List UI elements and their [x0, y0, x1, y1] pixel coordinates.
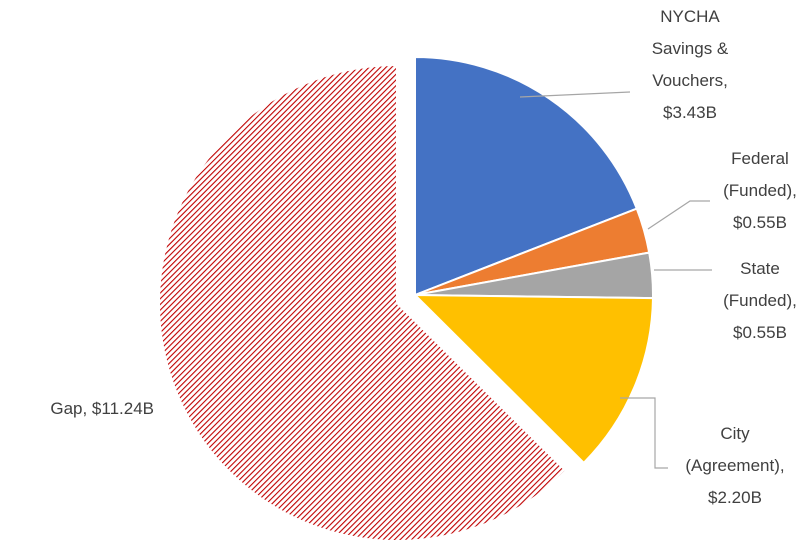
label-line: State	[740, 259, 780, 278]
pie-slice	[158, 63, 568, 540]
data-label: City (Agreement), $2.20B	[685, 424, 784, 507]
label-line: Federal	[731, 149, 789, 168]
label-line: $0.55B	[733, 213, 787, 232]
label-line: City	[720, 424, 750, 443]
data-label: NYCHA Savings & Vouchers, $3.43B	[652, 7, 729, 122]
data-label: State (Funded), $0.55B	[723, 259, 797, 342]
label-line: Gap, $11.24B	[50, 399, 154, 418]
pie-slice	[414, 55, 639, 297]
label-line: (Funded),	[723, 291, 797, 310]
pie-slice	[412, 293, 654, 465]
data-label: Gap, $11.24B	[50, 399, 154, 418]
label-line: Savings &	[652, 39, 729, 58]
label-line: (Funded),	[723, 181, 797, 200]
label-line: (Agreement),	[685, 456, 784, 475]
label-line: $0.55B	[733, 323, 787, 342]
label-line: NYCHA	[660, 7, 720, 26]
label-line: $2.20B	[708, 488, 762, 507]
label-line: $3.43B	[663, 103, 717, 122]
data-label: Federal (Funded), $0.55B	[723, 149, 797, 232]
label-line: Vouchers,	[652, 71, 728, 90]
leader-line	[620, 397, 668, 469]
leader-line	[647, 200, 710, 230]
leader-line	[519, 91, 631, 98]
